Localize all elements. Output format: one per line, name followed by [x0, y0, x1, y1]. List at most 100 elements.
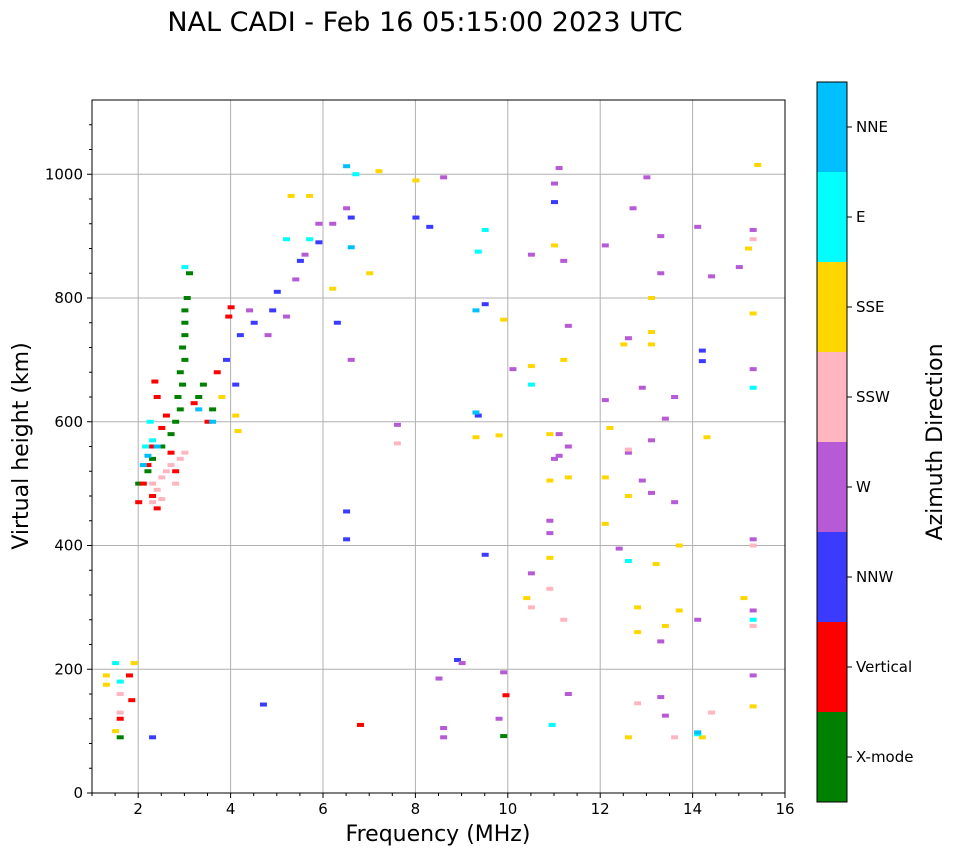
colorbar-segment-e: [817, 172, 847, 262]
data-point-sse: [287, 193, 295, 198]
grid-lines: [92, 100, 786, 794]
data-point-x-mode: [179, 382, 187, 387]
colorbar-label: E: [856, 208, 865, 226]
y-axis-title: Virtual height (km): [9, 342, 34, 549]
data-point-w: [546, 518, 554, 523]
data-point-w: [315, 221, 323, 226]
data-point-ssw: [624, 447, 632, 452]
data-point-w: [735, 265, 743, 270]
data-point-w: [694, 617, 702, 622]
data-point-w: [657, 271, 665, 276]
data-point-x-mode: [174, 395, 182, 399]
data-point-ssw: [749, 543, 757, 548]
y-tick-label: 800: [54, 289, 83, 307]
data-point-vertical: [162, 413, 170, 418]
colorbar-label: SSE: [856, 298, 885, 316]
data-point-x-mode: [176, 370, 184, 375]
data-point-sse: [232, 413, 240, 418]
data-point-nnw: [236, 333, 244, 338]
data-point-sse: [624, 735, 632, 740]
data-point-nnw: [149, 735, 157, 740]
chart-title: NAL CADI - Feb 16 05:15:00 2023 UTC: [167, 7, 682, 38]
data-point-e: [149, 438, 157, 443]
plot-frame: [91, 99, 786, 794]
data-point-ssw: [116, 692, 124, 696]
data-points: [102, 162, 762, 740]
data-point-w: [283, 314, 291, 319]
data-point-ssw: [671, 735, 679, 740]
data-point-nnw: [333, 320, 341, 325]
data-point-sse: [606, 425, 614, 430]
data-point-nne: [472, 410, 480, 415]
data-point-w: [527, 571, 535, 576]
data-point-w: [648, 438, 656, 443]
colorbar: X-mode Vertical NNW W SSW SSE E NNE: [816, 81, 913, 803]
data-point-vertical: [172, 469, 180, 474]
data-point-vertical: [135, 500, 143, 505]
data-point-x-mode: [195, 395, 203, 399]
data-point-w: [661, 416, 669, 421]
data-point-e: [624, 558, 632, 563]
data-point-ssw: [153, 487, 161, 492]
x-tick-label: 6: [318, 800, 328, 818]
data-point-ssw: [634, 701, 642, 706]
data-point-sse: [648, 296, 656, 300]
data-point-e: [181, 265, 189, 270]
data-point-nnw: [481, 302, 489, 307]
data-point-w: [393, 422, 401, 427]
y-tick-label: 400: [54, 537, 83, 555]
data-point-nnw: [273, 289, 281, 294]
data-point-x-mode: [172, 419, 180, 424]
colorbar-segment-sse: [817, 262, 847, 352]
data-point-ssw: [393, 441, 401, 446]
colorbar-segment-vertical: [817, 622, 847, 712]
data-point-sse: [698, 735, 706, 740]
data-point-w: [343, 206, 351, 211]
data-point-w: [749, 673, 757, 678]
data-point-e: [749, 617, 757, 622]
x-tick-label: 4: [226, 800, 236, 818]
data-point-sse: [130, 661, 138, 666]
data-point-w: [458, 661, 466, 666]
data-point-vertical: [158, 425, 166, 430]
data-point-e: [481, 227, 489, 232]
data-point-x-mode: [181, 320, 189, 325]
data-point-x-mode: [158, 444, 166, 449]
data-point-sse: [661, 623, 669, 628]
data-point-nnw: [698, 348, 706, 353]
y-tick-label: 200: [54, 660, 83, 678]
data-point-w: [509, 367, 517, 372]
data-point-ssw: [149, 481, 157, 486]
data-point-e: [142, 444, 150, 449]
data-point-e: [548, 722, 556, 727]
data-point-e: [306, 237, 314, 242]
data-point-w: [292, 277, 300, 282]
data-point-ssw: [149, 500, 157, 505]
data-point-sse: [560, 357, 568, 362]
x-tick-label: 16: [775, 800, 794, 818]
x-axis-title: Frequency (MHz): [346, 822, 531, 847]
data-point-nne: [343, 164, 351, 169]
data-point-w: [749, 537, 757, 542]
data-point-nne: [694, 730, 702, 735]
data-point-nnw: [481, 552, 489, 557]
y-tick-label: 1000: [45, 165, 83, 183]
colorbar-label: X-mode: [856, 748, 913, 766]
data-point-w: [615, 546, 623, 551]
data-point-w: [564, 323, 572, 328]
x-tick-label: 10: [498, 800, 517, 818]
data-point-nnw: [296, 258, 304, 263]
data-point-nne: [153, 444, 161, 449]
data-point-nne: [472, 308, 480, 313]
data-point-sse: [551, 243, 558, 248]
data-point-sse: [112, 729, 120, 734]
data-point-nnw: [343, 537, 351, 542]
x-tick-label: 8: [411, 800, 421, 818]
data-point-w: [347, 357, 355, 362]
x-tick-label: 14: [683, 800, 702, 818]
colorbar-label: NNW: [856, 568, 893, 586]
data-point-ssw: [162, 469, 170, 474]
data-point-sse: [675, 608, 683, 613]
data-point-sse: [218, 395, 226, 399]
